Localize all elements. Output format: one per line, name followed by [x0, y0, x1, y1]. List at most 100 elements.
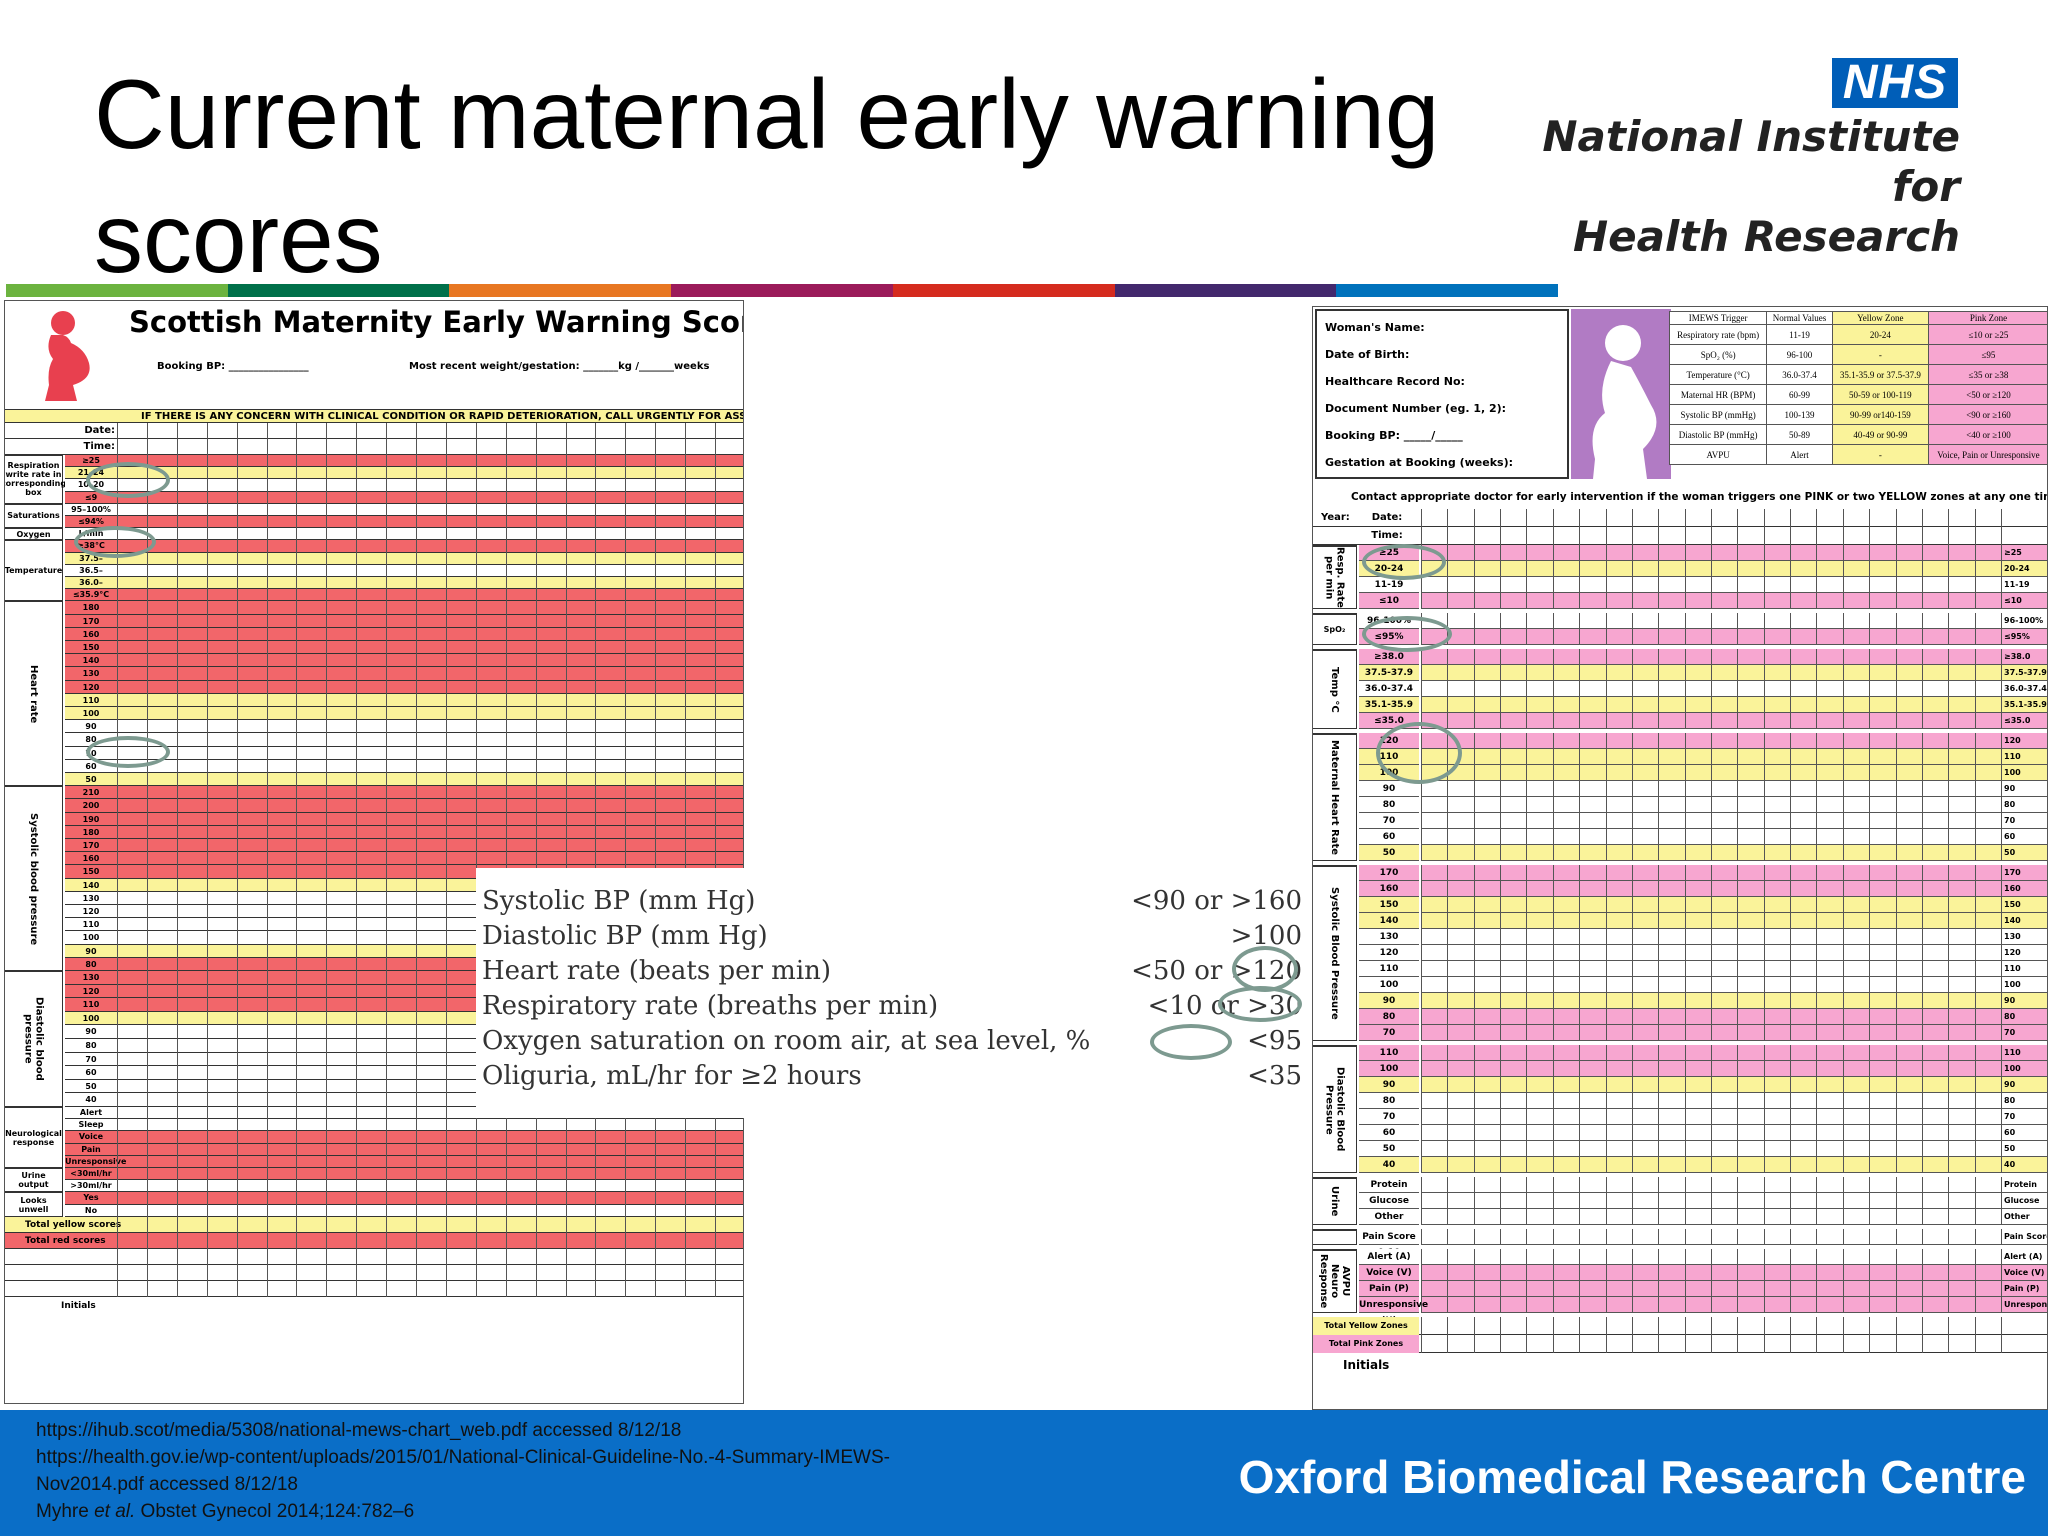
scottish-mews-chart: Scottish Maternity Early Warning Score B…	[4, 300, 744, 1404]
criteria-table: Systolic BP (mm Hg) <90 or >160 Diastolic …	[476, 868, 1312, 1118]
grid-line	[1921, 545, 1923, 609]
trigger-cell: 35.1-35.9 or 37.5-37.9	[1831, 364, 1929, 385]
grid-line	[1631, 509, 1633, 527]
trigger-cell: 50-59 or 100-119	[1831, 384, 1929, 405]
grid-line	[117, 1280, 118, 1297]
section-label-text: Urine	[1329, 1186, 1340, 1217]
grid-line	[416, 601, 418, 787]
grid-line	[1790, 1229, 1792, 1245]
grid-line	[146, 1232, 148, 1249]
grid-line	[505, 503, 507, 529]
score-row-band	[117, 455, 743, 468]
grid-line	[1711, 1045, 1712, 1173]
grid-line	[1631, 1177, 1633, 1225]
grid-line	[176, 971, 178, 1107]
initials-label: Initials	[1343, 1358, 1390, 1372]
grid-line	[146, 1264, 148, 1281]
grid-line	[445, 1168, 447, 1193]
grid-line	[206, 1248, 208, 1265]
score-row-band	[117, 479, 743, 492]
stripe-segment	[227, 284, 450, 297]
grid-line	[1816, 509, 1818, 527]
grid-line	[685, 540, 687, 602]
row-value-label: ≤10	[1359, 593, 1419, 609]
grid-line	[715, 1168, 717, 1193]
citation-rest: Obstet Gynecol 2014;124:782–6	[135, 1501, 415, 1522]
grid-line	[1790, 733, 1792, 861]
section-label-text: Diastolic blood pressure	[22, 997, 45, 1081]
grid-line	[1631, 1317, 1633, 1335]
criteria-label: Heart rate (beats per min)	[482, 956, 832, 986]
row-value-label: 80	[65, 957, 117, 971]
grid-line	[1921, 1335, 1923, 1353]
grid-line	[266, 1168, 268, 1193]
grid-line	[1948, 1335, 1950, 1353]
grid-line	[1737, 509, 1739, 527]
grid-line	[117, 1168, 118, 1193]
right-edge-label: 100	[2001, 1061, 2047, 1077]
right-edge-label: 120	[2001, 945, 2047, 961]
right-edge-label: 20-24	[2001, 561, 2047, 577]
highlight-ring	[1376, 722, 1462, 784]
score-row-band	[117, 1180, 743, 1193]
grid-line	[1763, 649, 1765, 729]
grid-line	[266, 455, 268, 504]
grid-line	[326, 1232, 328, 1249]
grid-line	[1974, 1317, 1976, 1335]
grid-line	[1816, 1317, 1818, 1335]
grid-line	[1711, 527, 1712, 545]
grid-line	[1473, 1335, 1475, 1353]
right-edge-label: ≤35.0	[2001, 713, 2047, 729]
grid-line	[1658, 733, 1660, 861]
header-row: Date:	[5, 423, 743, 439]
grid-line	[296, 540, 298, 602]
grid-line	[1500, 527, 1502, 545]
grid-line	[117, 1232, 118, 1249]
row-value-label: 90	[1359, 1077, 1419, 1093]
grid-line	[1974, 865, 1976, 1041]
initials-label: Initials	[61, 1300, 96, 1311]
grid-line	[2001, 1317, 2002, 1335]
grid-line	[625, 528, 627, 541]
grid-line	[1579, 1249, 1581, 1313]
grid-line	[296, 455, 298, 504]
grid-line	[715, 601, 717, 787]
section-label: Resp. Rate per min	[1313, 545, 1357, 609]
grid-line	[1974, 649, 1976, 729]
grid-line	[326, 540, 328, 602]
grid-line	[1948, 1317, 1950, 1335]
right-edge-label: 50	[2001, 845, 2047, 861]
reference-3: Nov2014.pdf accessed 8/12/18	[36, 1474, 298, 1495]
grid-line	[1684, 1249, 1686, 1313]
grid-line	[2001, 865, 2002, 1041]
row-value-label: 200	[65, 799, 117, 813]
grid-line	[1552, 1229, 1554, 1245]
score-row-band	[117, 491, 743, 504]
grid-line	[535, 439, 537, 455]
trigger-cell: SpO₂ (%)	[1668, 344, 1768, 365]
row-value-label: Protein	[1359, 1177, 1419, 1193]
grid-line	[1526, 1177, 1528, 1225]
grid-line	[1816, 733, 1818, 861]
grid-line	[445, 1280, 447, 1297]
section-label: Oxygen	[5, 528, 63, 541]
row-value-label: 50	[1359, 845, 1419, 861]
total-row: Total yellow scores	[5, 1216, 743, 1233]
grid-line	[1869, 1335, 1871, 1353]
grid-line	[1500, 1045, 1502, 1173]
grid-line	[356, 540, 358, 602]
grid-line	[685, 601, 687, 787]
grid-line	[1579, 613, 1581, 645]
grid-line	[386, 455, 388, 504]
grid-line	[1605, 613, 1607, 645]
grid-line	[1579, 1335, 1581, 1353]
section-label: Diastolic blood pressure	[5, 971, 63, 1107]
grid-line	[535, 1232, 537, 1249]
grid-line	[1790, 1335, 1792, 1353]
score-row-band	[117, 614, 743, 628]
grid-line	[326, 1168, 328, 1193]
row-value-label: 40	[65, 1093, 117, 1107]
grid-line	[565, 601, 567, 787]
row-value-label: 70	[1359, 1109, 1419, 1125]
grid-line	[1421, 1335, 1422, 1353]
